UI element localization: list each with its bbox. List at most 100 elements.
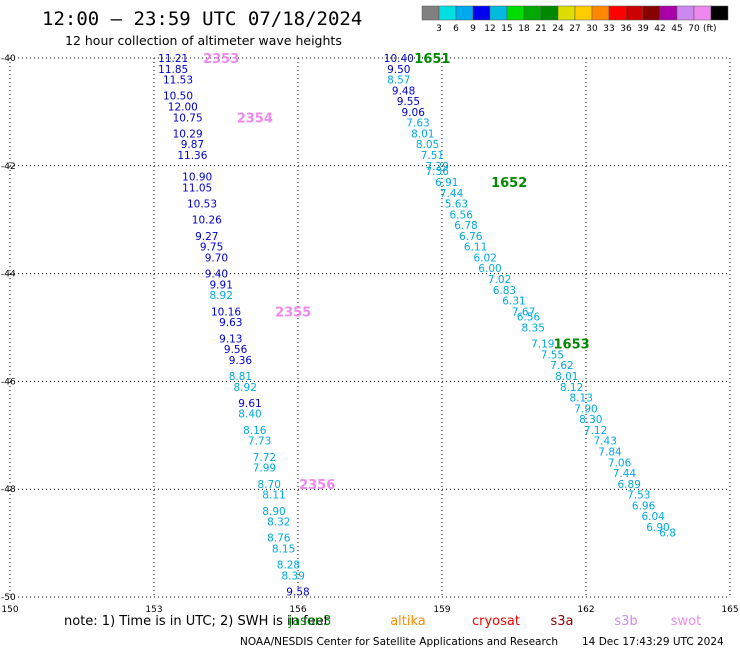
footer-timestamp: 14 Dec 17:43:29 UTC 2024 bbox=[582, 636, 724, 648]
legend-label: 15 bbox=[501, 24, 512, 34]
x-tick-label: 159 bbox=[433, 605, 450, 615]
legend-swatch bbox=[455, 5, 474, 21]
wave-height-value: 12.00 bbox=[168, 102, 198, 114]
wave-height-value: 7.51 bbox=[421, 150, 444, 162]
x-tick-label: 153 bbox=[145, 605, 162, 615]
legend-swatch bbox=[506, 5, 525, 21]
legend-swatch bbox=[523, 5, 542, 21]
wave-height-value: 11.53 bbox=[163, 75, 193, 87]
y-tick-label: -50 bbox=[1, 593, 16, 603]
wave-height-value: 6.00 bbox=[478, 263, 501, 275]
wave-height-value: 10.16 bbox=[211, 306, 241, 318]
wave-height-value: 7.84 bbox=[598, 446, 622, 458]
legend-swatch bbox=[557, 5, 576, 21]
legend-label: 45 bbox=[671, 24, 682, 34]
wave-height-value: 10.29 bbox=[173, 128, 203, 140]
wave-height-value: 6.90 bbox=[646, 522, 669, 534]
wave-height-value: 8.39 bbox=[282, 570, 305, 582]
wave-height-value: 7.29 bbox=[426, 161, 449, 173]
legend-label: 70 bbox=[688, 24, 700, 34]
satellite-name-cryosat: cryosat bbox=[472, 614, 520, 629]
wave-height-value: 7.72 bbox=[253, 452, 276, 464]
wave-height-value: 8.40 bbox=[238, 409, 261, 421]
x-tick-label: 165 bbox=[721, 605, 738, 615]
satellite-legend: jason3 altika cryosat s3a s3b swot bbox=[288, 614, 702, 629]
wave-height-value: 8.57 bbox=[387, 75, 410, 87]
wave-height-value: 6.96 bbox=[632, 500, 656, 512]
x-tick-label: 150 bbox=[1, 605, 18, 615]
wave-height-value: 7.73 bbox=[248, 436, 271, 448]
legend-label: 27 bbox=[569, 24, 580, 34]
pass-time-label: 2353 bbox=[203, 52, 239, 67]
wave-height-value: 8.92 bbox=[234, 382, 257, 394]
wave-height-value: 8.70 bbox=[258, 479, 281, 491]
y-tick-label: -42 bbox=[1, 162, 16, 172]
wave-height-value: 8.15 bbox=[272, 543, 295, 555]
chart-title: 12:00 – 23:59 UTC 07/18/2024 bbox=[42, 8, 362, 30]
wave-height-value: 9.61 bbox=[238, 398, 261, 410]
wave-height-value: 10.90 bbox=[182, 172, 212, 184]
legend-swatch bbox=[608, 5, 627, 21]
wave-height-value: 7.63 bbox=[406, 118, 429, 130]
wave-height-value: 7.67 bbox=[512, 306, 535, 318]
wave-height-value: 9.55 bbox=[397, 96, 420, 108]
wave-height-value: 8.35 bbox=[522, 323, 545, 335]
legend-label: 42 bbox=[654, 24, 665, 34]
wave-height-value: 6.83 bbox=[493, 285, 516, 297]
legend-swatch bbox=[693, 5, 712, 21]
legend-label: 36 bbox=[620, 24, 632, 34]
wave-height-value: 10.53 bbox=[187, 199, 217, 211]
wave-height-value: 6.76 bbox=[459, 231, 483, 243]
wave-height-value: 7.99 bbox=[253, 463, 276, 475]
legend-label: 33 bbox=[603, 24, 614, 34]
wave-height-value: 10.50 bbox=[163, 91, 193, 103]
pass-time-label: 2354 bbox=[237, 111, 273, 126]
legend-swatch bbox=[659, 5, 678, 21]
wave-height-value: 10.26 bbox=[192, 215, 222, 227]
legend-label: 6 bbox=[453, 24, 459, 34]
wave-height-value: 8.81 bbox=[229, 371, 252, 383]
wave-height-value: 7.44 bbox=[613, 468, 637, 480]
legend-label: 24 bbox=[552, 24, 564, 34]
wave-height-value: 7.55 bbox=[541, 349, 564, 361]
wave-height-value: 8.11 bbox=[262, 490, 285, 502]
pass-time-label: 1651 bbox=[414, 52, 450, 67]
wave-height-value: 9.13 bbox=[219, 333, 242, 345]
legend-swatch bbox=[591, 5, 610, 21]
y-tick-label: -44 bbox=[1, 270, 16, 280]
wave-height-value: 7.90 bbox=[574, 403, 597, 415]
pass-time-label: 1653 bbox=[554, 338, 590, 353]
wave-height-value: 8.90 bbox=[262, 506, 285, 518]
wave-height-value: 8.92 bbox=[210, 290, 233, 302]
wave-height-value: 6.02 bbox=[474, 252, 497, 264]
wave-height-value: 9.56 bbox=[224, 344, 248, 356]
x-tick-label: 156 bbox=[289, 605, 306, 615]
footer-credit: NOAA/NESDIS Center for Satellite Applica… bbox=[240, 636, 558, 648]
wave-height-value: 11.85 bbox=[158, 64, 188, 76]
wave-height-points: 11.2111.8511.5310.5012.0010.7510.299.871… bbox=[158, 53, 676, 599]
wave-height-value: 9.91 bbox=[210, 279, 233, 291]
legend-swatch bbox=[438, 5, 457, 21]
wave-height-value: 9.58 bbox=[286, 587, 309, 599]
legend-swatch bbox=[489, 5, 508, 21]
legend-swatch bbox=[625, 5, 644, 21]
wave-height-value: 7.02 bbox=[488, 274, 511, 286]
wave-height-value: 6.89 bbox=[618, 479, 641, 491]
map-grid bbox=[9, 57, 731, 598]
axis-ticks: 150 153 156 159 162 165 -40 -42 -44 -46 -48 -50 bbox=[1, 54, 739, 615]
wave-height-value: 9.40 bbox=[205, 269, 228, 281]
wave-height-value: 6.8 bbox=[659, 527, 676, 539]
wave-height-value: 8.32 bbox=[267, 517, 290, 529]
y-tick-label: -40 bbox=[1, 54, 16, 64]
legend-label: 21 bbox=[535, 24, 546, 34]
wave-height-value: 8.28 bbox=[277, 560, 300, 572]
wave-height-value: 9.36 bbox=[229, 355, 253, 367]
legend-swatch bbox=[421, 5, 440, 21]
wave-height-value: 9.50 bbox=[387, 64, 410, 76]
satellite-name-s3a: s3a bbox=[550, 614, 573, 629]
pass-time-label: 1652 bbox=[491, 176, 527, 191]
wave-height-value: 7.06 bbox=[608, 457, 632, 469]
wave-height-value: 10.75 bbox=[173, 112, 203, 124]
legend-label: 30 bbox=[586, 24, 598, 34]
